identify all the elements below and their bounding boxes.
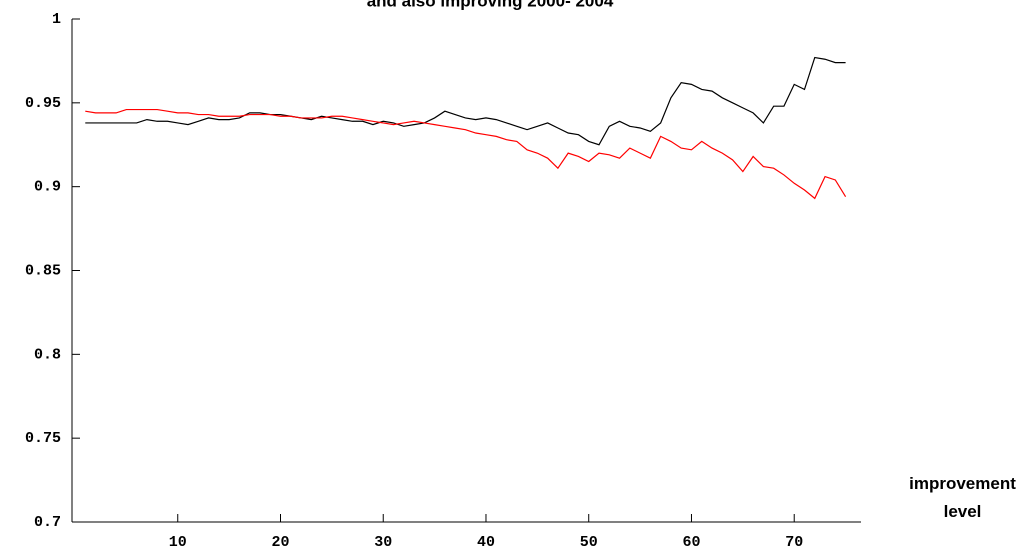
y-tick-label: 0.85	[25, 262, 61, 279]
data-line	[85, 108, 847, 200]
x-axis-label: improvement level	[909, 474, 1016, 521]
x-tick-label: 20	[271, 534, 289, 551]
x-tick-label: 40	[477, 534, 495, 551]
x-tick-label: 70	[785, 534, 803, 551]
chart-title: and also improving 2000- 2004	[367, 0, 614, 10]
y-tick-label: 0.75	[25, 430, 61, 447]
x-tick-label: 30	[374, 534, 392, 551]
y-tick-label: 0.95	[25, 95, 61, 112]
x-tick-label: 50	[580, 534, 598, 551]
x-tick-label: 10	[169, 534, 187, 551]
y-tick-label: 1	[52, 11, 61, 28]
y-tick-label: 0.7	[34, 514, 61, 531]
y-tick-label: 0.9	[34, 179, 61, 196]
y-tick-label: 0.8	[34, 346, 61, 363]
x-tick-label: 60	[682, 534, 700, 551]
data-line	[85, 56, 846, 146]
